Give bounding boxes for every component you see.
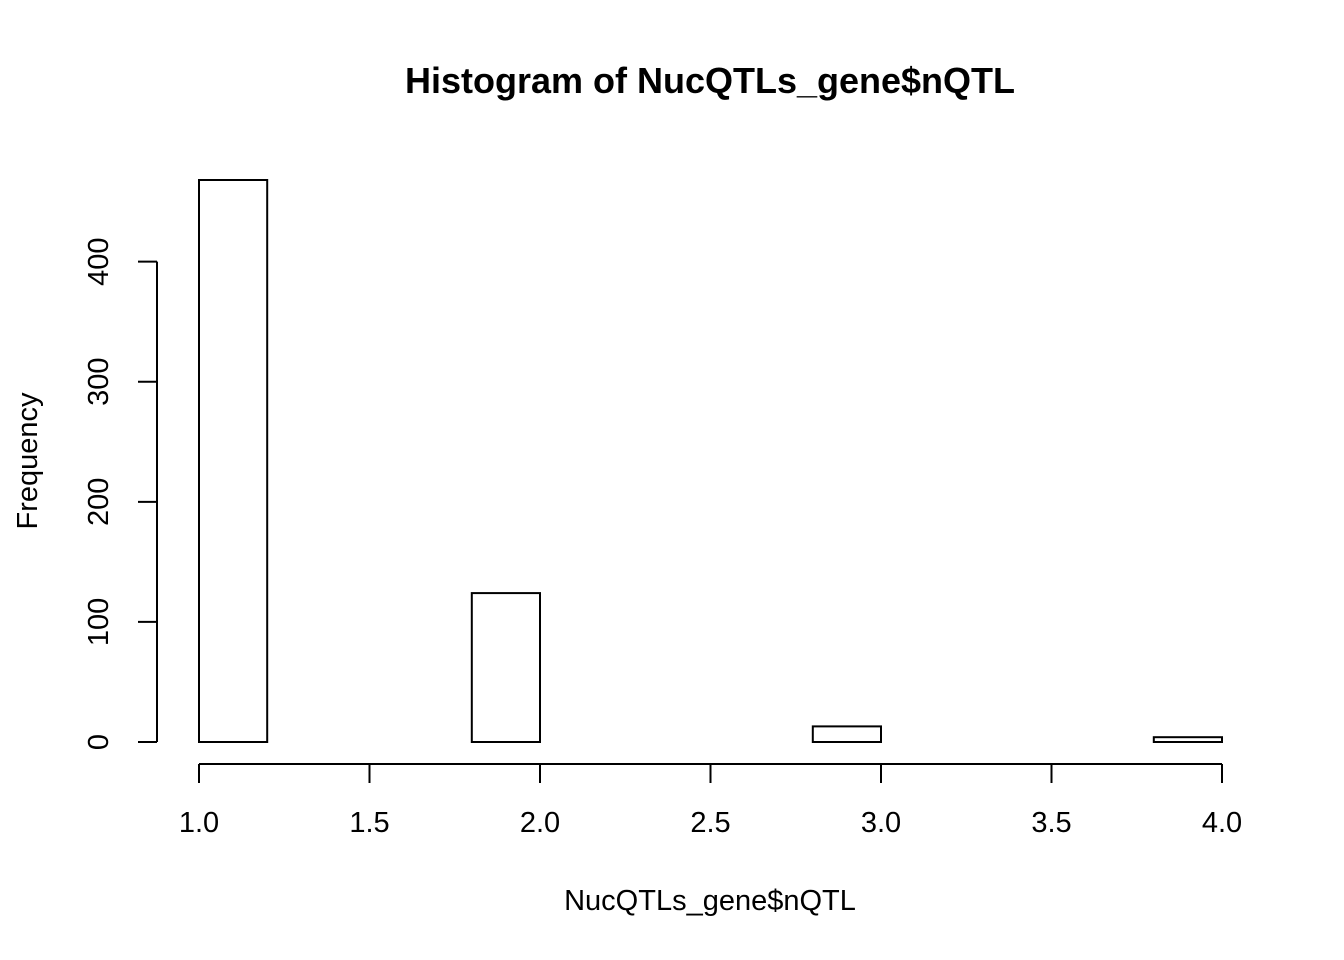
y-tick-label-4: 400	[83, 237, 115, 285]
chart-title: Histogram of NucQTLs_gene$nQTL	[405, 60, 1015, 101]
y-tick-label-1: 100	[83, 598, 115, 646]
y-tick-label-3: 300	[83, 358, 115, 406]
bars-group	[198, 179, 1224, 744]
x-tick-label-5: 3.5	[1031, 807, 1071, 839]
histogram-bar-4	[470, 592, 541, 743]
x-tick-label-0: 1.0	[179, 807, 219, 839]
histogram-bar-0	[198, 179, 269, 743]
x-tick-label-1: 1.5	[349, 807, 389, 839]
histogram-bar-14	[1152, 736, 1224, 744]
histogram-bar-9	[811, 725, 882, 744]
y-tick-label-0: 0	[83, 734, 115, 750]
x-axis-label: NucQTLs_gene$nQTL	[564, 885, 856, 917]
x-tick-label-2: 2.0	[520, 807, 560, 839]
x-tick-label-6: 4.0	[1202, 807, 1242, 839]
y-axis-label: Frequency	[12, 392, 44, 530]
y-axis: 0 100 200 300 400	[83, 237, 158, 750]
x-tick-label-4: 3.0	[861, 807, 901, 839]
y-tick-label-2: 200	[83, 478, 115, 526]
x-axis: 1.0 1.5 2.0 2.5 3.0 3.5 4.0	[179, 763, 1242, 839]
x-tick-label-3: 2.5	[690, 807, 730, 839]
